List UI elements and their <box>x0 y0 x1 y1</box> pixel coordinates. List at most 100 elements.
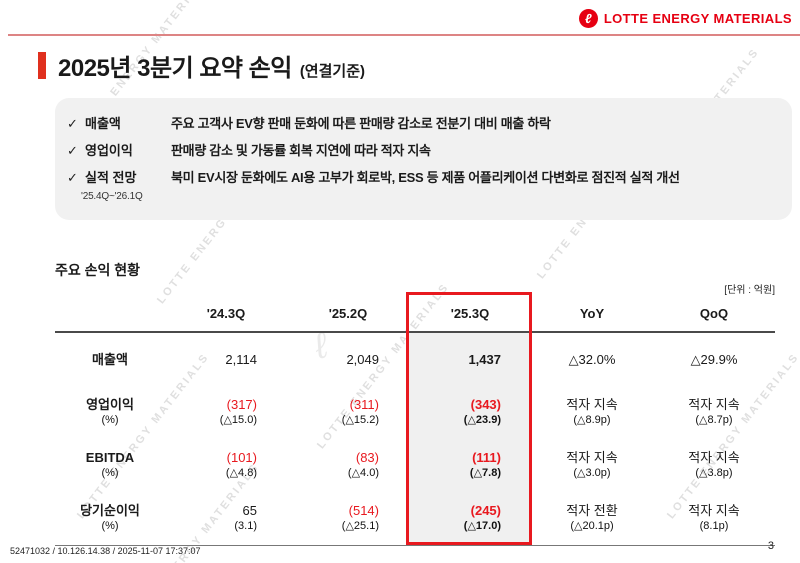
cell-subvalue: (△15.2) <box>341 414 379 426</box>
table-cell: (317) (△15.0) <box>165 397 287 428</box>
slide-title-block: 2025년 3분기 요약 손익 (연결기준) <box>38 48 365 83</box>
cell-value: (514) <box>348 503 379 518</box>
cell-value: 적자 지속 <box>566 450 618 465</box>
summary-item-text: 주요 고객사 EV향 판매 둔화에 따른 판매량 감소로 전분기 대비 매출 하… <box>171 116 551 131</box>
cell-value: (83) <box>355 450 379 465</box>
lotte-logo-icon: ℓ <box>578 9 598 28</box>
company-logo: ℓ LOTTE ENERGY MATERIALS <box>578 9 792 28</box>
cell-subvalue: (△4.0) <box>347 467 379 479</box>
summary-item-text: 판매량 감소 및 가동률 회복 지연에 따라 적자 지속 <box>171 143 431 158</box>
table-cell: 2,114 <box>165 352 287 367</box>
cell-value: 적자 지속 <box>688 503 740 518</box>
table-row: EBITDA (%) (101) (△4.8) (83) (△4.0) (111) (△7.8… <box>55 439 775 492</box>
cell-value: 2,114 <box>225 352 257 367</box>
summary-item-label: 실적 전망 '25.4Q~'26.1Q <box>81 169 171 206</box>
summary-item-operating-profit: ✓ 영업이익 판매량 감소 및 가동률 회복 지연에 따라 적자 지속 <box>67 142 776 160</box>
table-cell: △29.9% <box>653 352 775 367</box>
cell-value: 적자 지속 <box>566 397 618 412</box>
table-cell: 적자 지속 (△3.0p) <box>531 450 653 481</box>
row-label: 영업이익 (%) <box>55 397 165 428</box>
unit-note: [단위 : 억원] <box>724 285 775 296</box>
cell-value: (343) <box>470 397 501 412</box>
cell-value: 적자 전환 <box>566 503 618 518</box>
table-cell: 적자 지속 (△8.7p) <box>653 397 775 428</box>
table-body: 매출액 2,114 2,049 1,437 △32.0% △29.9% 영업이익 (%) (31… <box>55 333 775 546</box>
cell-subvalue: (△8.9p) <box>573 414 611 426</box>
table-cell: 적자 지속 (△8.9p) <box>531 397 653 428</box>
cell-value: 적자 지속 <box>688 397 740 412</box>
cell-value: △32.0% <box>568 352 616 367</box>
cell-subvalue: (△17.0) <box>463 520 501 532</box>
row-label: EBITDA (%) <box>55 450 165 481</box>
check-icon: ✓ <box>67 143 78 158</box>
column-header: '25.2Q <box>328 305 368 321</box>
cell-subvalue: (△20.1p) <box>570 520 614 532</box>
cell-value: (245) <box>470 503 501 518</box>
table-row: 당기순이익 (%) 65 (3.1) (514) (△25.1) (245) (△17.0) 적… <box>55 492 775 545</box>
row-label: 당기순이익 (%) <box>55 503 165 534</box>
table-cell: 적자 전환 (△20.1p) <box>531 503 653 534</box>
column-header: QoQ <box>699 305 729 321</box>
title-accent-bar <box>38 52 46 79</box>
cell-value: (317) <box>226 397 257 412</box>
cell-subvalue: (3.1) <box>234 520 257 532</box>
cell-subvalue: (△8.7p) <box>695 414 733 426</box>
cell-subvalue: (△3.8p) <box>695 467 733 479</box>
check-icon: ✓ <box>67 116 78 131</box>
footer-stamp: 52471032 / 10.126.14.38 / 2025-11-07 17:… <box>10 546 201 556</box>
cell-value: (311) <box>349 397 379 412</box>
cell-value: 2,049 <box>346 352 379 367</box>
table-cell: (514) (△25.1) <box>287 503 409 534</box>
table-cell: 65 (3.1) <box>165 503 287 534</box>
table-cell: (83) (△4.0) <box>287 450 409 481</box>
cell-value: (101) <box>226 450 257 465</box>
cell-subvalue: (△3.0p) <box>573 467 611 479</box>
summary-item-outlook: ✓ 실적 전망 '25.4Q~'26.1Q 북미 EV시장 둔화에도 AI용 고… <box>67 169 776 206</box>
table-header-row: '24.3Q '25.2Q '25.3Q YoY QoQ <box>55 295 775 333</box>
cell-subvalue: (△15.0) <box>219 414 257 426</box>
row-sublabel: (%) <box>101 414 119 426</box>
profit-loss-table: '24.3Q '25.2Q '25.3Q YoY QoQ 매출액 2,114 2,049 1,… <box>55 292 775 546</box>
cell-subvalue: (△25.1) <box>341 520 379 532</box>
page-title: 2025년 3분기 요약 손익 <box>58 55 292 82</box>
table-cell: (245) (△17.0) <box>409 492 531 545</box>
cell-value: 적자 지속 <box>688 450 740 465</box>
table-cell: △32.0% <box>531 352 653 367</box>
table-cell: (311) (△15.2) <box>287 397 409 428</box>
cell-subvalue: (△23.9) <box>463 414 501 426</box>
table-cell: (101) (△4.8) <box>165 450 287 481</box>
row-sublabel: (%) <box>101 520 119 532</box>
table-cell: 적자 지속 (8.1p) <box>653 503 775 534</box>
summary-item-label: 영업이익 <box>85 143 133 158</box>
page-title-suffix: (연결기준) <box>299 63 366 80</box>
column-header: YoY <box>579 305 605 321</box>
summary-box: ✓ 매출액 주요 고객사 EV향 판매 둔화에 따른 판매량 감소로 전분기 대… <box>55 98 792 220</box>
cell-value: △29.9% <box>690 352 738 367</box>
table-section-title: 주요 손익 현황 <box>55 262 141 278</box>
summary-item-text: 북미 EV시장 둔화에도 AI용 고부가 회로박, ESS 등 제품 어플리케이… <box>171 170 680 185</box>
table-cell: 적자 지속 (△3.8p) <box>653 450 775 481</box>
cell-subvalue: (8.1p) <box>699 520 729 532</box>
cell-value: (111) <box>472 450 501 465</box>
header-divider <box>8 34 800 36</box>
summary-item-sublabel: '25.4Q~'26.1Q <box>81 191 143 202</box>
column-header: '24.3Q <box>206 305 246 321</box>
cell-value: 65 <box>242 503 257 518</box>
row-sublabel: (%) <box>101 467 119 479</box>
table-cell: 2,049 <box>287 352 409 367</box>
cell-value: 1,437 <box>468 352 501 367</box>
column-header: '25.3Q <box>450 305 490 321</box>
table-cell: (111) (△7.8) <box>409 439 531 492</box>
table-cell: (343) (△23.9) <box>409 386 531 439</box>
summary-item-label: 매출액 <box>85 116 121 131</box>
summary-item-revenue: ✓ 매출액 주요 고객사 EV향 판매 둔화에 따른 판매량 감소로 전분기 대… <box>67 115 776 133</box>
summary-item-label-text: 실적 전망 <box>85 170 137 185</box>
cell-subvalue: (△7.8) <box>469 467 501 479</box>
page-number: 3 <box>767 540 774 552</box>
logo-text: LOTTE ENERGY MATERIALS <box>603 11 792 26</box>
row-label: 매출액 <box>92 352 128 367</box>
table-cell: 1,437 <box>409 333 531 386</box>
cell-subvalue: (△4.8) <box>225 467 257 479</box>
table-row: 영업이익 (%) (317) (△15.0) (311) (△15.2) (343) (△23… <box>55 386 775 439</box>
